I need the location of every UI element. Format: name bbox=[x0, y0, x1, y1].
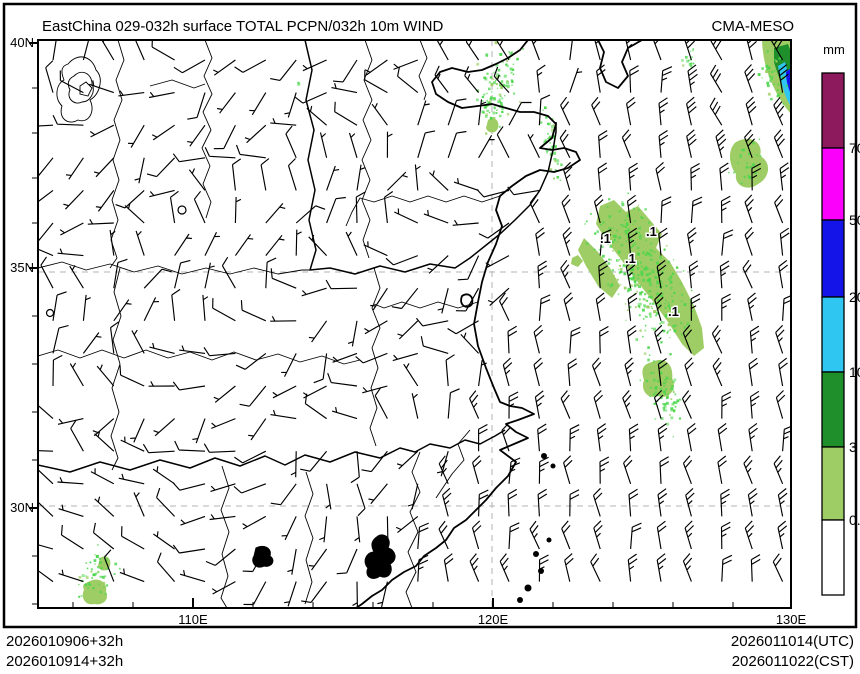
lon-label: 110E bbox=[178, 612, 208, 627]
footer-init-cst: 2026010914+32h bbox=[6, 653, 123, 670]
colorbar-tick-label: 0.1 bbox=[849, 512, 860, 528]
precipitation-layer bbox=[78, 41, 790, 605]
contour-label: .1 bbox=[600, 231, 611, 246]
map-title: EastChina 029-032h surface TOTAL PCPN/03… bbox=[42, 18, 443, 35]
colorbar-tick-label: 20 bbox=[849, 289, 860, 305]
colorbar-tick-label: 10 bbox=[849, 364, 860, 380]
footer-valid-cst: 2026011022(CST) bbox=[732, 653, 854, 670]
contour-labels-layer: .1 .1 .1 .1 bbox=[599, 223, 681, 321]
colorbar-tick-label: 50 bbox=[849, 212, 860, 228]
model-name: CMA-MESO bbox=[712, 18, 795, 35]
wind-barbs-layer bbox=[39, 41, 790, 607]
axis-labels-layer: 110E 120E 130E 40N 35N 30N bbox=[10, 35, 806, 627]
lat-label: 35N bbox=[10, 260, 34, 275]
map-content: .1 .1 .1 .1 bbox=[39, 41, 790, 607]
colorbar: 70 50 20 10 3 0.1 bbox=[821, 72, 860, 596]
colorbar-tick-label: 3 bbox=[849, 439, 857, 455]
map-border bbox=[37, 39, 792, 609]
outer-frame bbox=[2, 2, 858, 629]
axis-ticks-layer bbox=[29, 42, 792, 608]
lat-label: 30N bbox=[10, 500, 34, 515]
lat-label: 40N bbox=[10, 35, 34, 50]
lon-label: 120E bbox=[478, 612, 509, 627]
colorbar-unit-label: mm bbox=[823, 42, 845, 57]
footer-init-utc: 2026010906+32h bbox=[6, 633, 123, 650]
footer-valid-utc: 2026011014(UTC) bbox=[731, 633, 854, 650]
contour-label: .1 bbox=[646, 224, 657, 239]
contour-label: .1 bbox=[625, 251, 636, 266]
colorbar-tick-label: 70 bbox=[849, 140, 860, 156]
contour-label: .1 bbox=[668, 304, 679, 319]
lon-label: 130E bbox=[776, 612, 807, 627]
